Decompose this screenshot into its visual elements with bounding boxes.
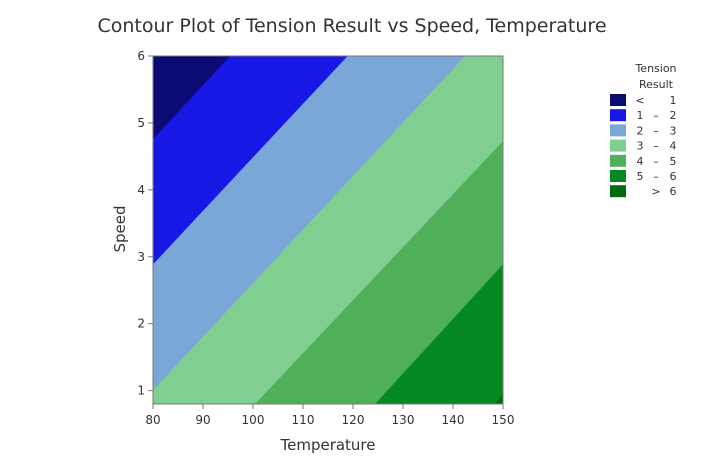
plot-frame <box>152 55 504 405</box>
legend-label: – <box>653 155 659 168</box>
contour-regions <box>152 55 504 405</box>
legend-label: 1 <box>670 94 677 107</box>
legend-label: 6 <box>670 185 677 198</box>
legend-title: Tension <box>634 62 676 75</box>
y-tick-label: 3 <box>137 250 145 264</box>
legend-label: 2 <box>670 109 677 122</box>
legend-label: 3 <box>637 140 644 153</box>
x-tick-label: 150 <box>492 413 515 427</box>
legend-label: 6 <box>670 170 677 183</box>
legend-label: 3 <box>670 124 677 137</box>
legend-label: 4 <box>670 140 677 153</box>
x-tick-label: 130 <box>392 413 415 427</box>
legend-swatch <box>610 185 626 198</box>
legend-label: < <box>635 94 644 107</box>
x-tick-label: 100 <box>242 413 265 427</box>
legend-label: 2 <box>637 124 644 137</box>
x-tick-label: 120 <box>342 413 365 427</box>
x-tick-label: 90 <box>195 413 210 427</box>
legend-label: 4 <box>637 155 644 168</box>
legend-title: Result <box>639 78 674 91</box>
legend-swatch <box>610 94 626 106</box>
legend-swatch <box>610 124 626 137</box>
legend-swatch <box>610 154 626 167</box>
x-tick-label: 110 <box>292 413 315 427</box>
y-tick-label: 1 <box>137 384 145 398</box>
legend-label: > <box>651 185 660 198</box>
y-tick-label: 6 <box>137 49 145 63</box>
legend-label: – <box>653 124 659 137</box>
y-tick-label: 4 <box>137 183 145 197</box>
legend-label: 1 <box>637 109 644 122</box>
x-tick-label: 80 <box>145 413 160 427</box>
chart-title: Contour Plot of Tension Result vs Speed,… <box>97 15 606 37</box>
legend-label: 5 <box>670 155 677 168</box>
x-axis: 80 90 100 110 120 130 140 150 <box>145 404 514 427</box>
legend-swatch <box>610 170 626 182</box>
y-tick-label: 2 <box>137 317 145 331</box>
y-axis: 1 2 3 4 5 6 <box>137 49 153 398</box>
x-tick-label: 140 <box>442 413 465 427</box>
legend-label: 5 <box>637 170 644 183</box>
legend-label: – <box>653 140 659 153</box>
legend-label: – <box>653 109 659 122</box>
legend-label: – <box>653 170 659 183</box>
y-tick-label: 5 <box>137 116 145 130</box>
y-axis-title: Speed <box>111 205 129 252</box>
x-axis-title: Temperature <box>279 436 375 454</box>
legend-swatch <box>610 139 626 152</box>
legend-swatch <box>610 109 626 122</box>
